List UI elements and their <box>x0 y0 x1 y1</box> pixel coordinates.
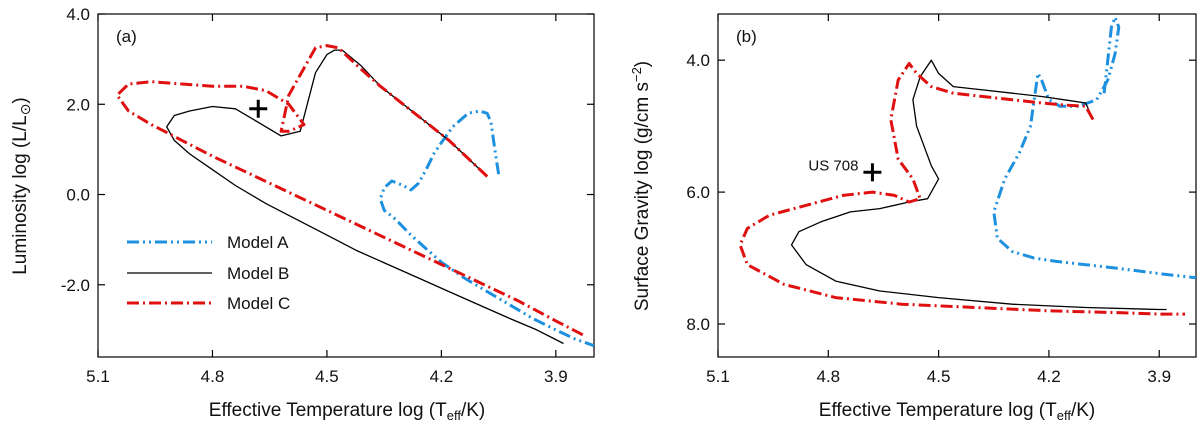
y-tick-label: 4.0 <box>66 5 90 24</box>
x-tick-label: 4.8 <box>816 367 840 386</box>
x-axis-title-a: Effective Temperature log (Teff/K) <box>209 400 485 423</box>
star-marker <box>863 163 882 182</box>
panel-label-a: (a) <box>116 27 137 46</box>
panel-b: US 708 5.1 4.8 4.5 4.2 3.9 4.0 6.0 8.0 (b) Surf… <box>629 13 1197 423</box>
y-tick-label: 0.0 <box>66 186 90 205</box>
x-axis-title-b: Effective Temperature log (Teff/K) <box>819 400 1095 423</box>
plot-frame-a <box>97 13 595 358</box>
x-tick-label: 4.5 <box>927 367 951 386</box>
y-tick-label: 8.0 <box>686 315 710 334</box>
x-tick-label: 5.1 <box>706 367 730 386</box>
x-tick-label: 4.8 <box>201 367 225 386</box>
plot-frame-b <box>717 13 1197 358</box>
legend-label-model-c: Model C <box>227 294 290 313</box>
series-line-model-c <box>738 62 1185 316</box>
x-tick-label: 3.9 <box>1147 367 1171 386</box>
ticks-a: 5.1 4.8 4.5 4.2 3.9 4.0 2.0 0.0 -2.0 <box>61 5 594 386</box>
series-line-model-a <box>992 15 1196 280</box>
x-tick-label: 4.2 <box>430 367 454 386</box>
series-group-b: US 708 <box>738 15 1196 316</box>
star-marker <box>249 99 268 118</box>
x-tick-label: 4.2 <box>1037 367 1061 386</box>
sun-symbol: ⊙ <box>17 104 33 116</box>
y-tick-label: 4.0 <box>686 51 710 70</box>
legend-label-model-a: Model A <box>227 233 289 252</box>
x-tick-label: 3.9 <box>544 367 568 386</box>
y-axis-title-b: Surface Gravity log (g/cm s−2) <box>629 61 653 311</box>
y-axis-title-a: Luminosity log (L/L⊙) <box>10 97 33 275</box>
series-line-model-b <box>790 59 1167 311</box>
series-line-model-a <box>378 109 594 348</box>
panel-label-b: (b) <box>736 27 757 46</box>
ticks-b: 5.1 4.8 4.5 4.2 3.9 4.0 6.0 8.0 <box>686 14 1196 386</box>
y-tick-label: 2.0 <box>66 95 90 114</box>
y-tick-label: 6.0 <box>686 183 710 202</box>
x-tick-label: 4.5 <box>315 367 339 386</box>
legend: Model A Model B Model C <box>127 233 290 313</box>
panel-a: 5.1 4.8 4.5 4.2 3.9 4.0 2.0 0.0 -2.0 (a) Luminos… <box>10 5 595 423</box>
x-tick-label: 5.1 <box>86 367 110 386</box>
y-tick-label: -2.0 <box>61 276 90 295</box>
series-line-model-b <box>166 49 564 345</box>
series-group-a <box>115 44 594 348</box>
point-label: US 708 <box>808 157 858 174</box>
series-line-model-c <box>115 44 588 339</box>
legend-label-model-b: Model B <box>227 264 289 283</box>
